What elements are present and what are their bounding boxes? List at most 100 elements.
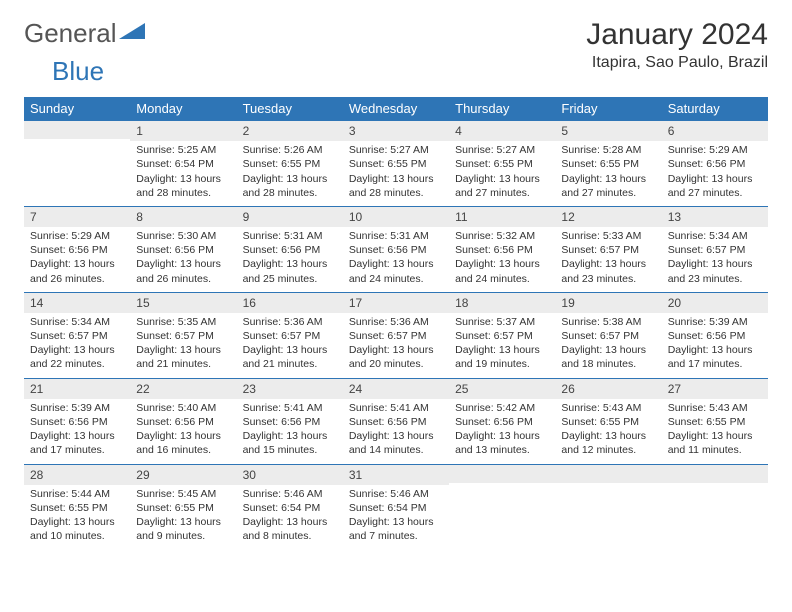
calendar-cell [555, 464, 661, 550]
calendar-table: SundayMondayTuesdayWednesdayThursdayFrid… [24, 97, 768, 549]
daylight-text-2: and 8 minutes. [243, 529, 337, 543]
calendar-body: 1Sunrise: 5:25 AMSunset: 6:54 PMDaylight… [24, 120, 768, 549]
day-details: Sunrise: 5:25 AMSunset: 6:54 PMDaylight:… [130, 141, 236, 206]
sunrise-text: Sunrise: 5:25 AM [136, 143, 230, 157]
sunset-text: Sunset: 6:57 PM [561, 243, 655, 257]
daylight-text-1: Daylight: 13 hours [455, 429, 549, 443]
daylight-text-2: and 15 minutes. [243, 443, 337, 457]
sunrise-text: Sunrise: 5:29 AM [668, 143, 762, 157]
calendar-cell [24, 120, 130, 206]
daylight-text-2: and 7 minutes. [349, 529, 443, 543]
day-number: 31 [343, 464, 449, 485]
day-number: 28 [24, 464, 130, 485]
sunrise-text: Sunrise: 5:41 AM [243, 401, 337, 415]
daylight-text-1: Daylight: 13 hours [668, 343, 762, 357]
sunrise-text: Sunrise: 5:43 AM [561, 401, 655, 415]
daylight-text-1: Daylight: 13 hours [668, 429, 762, 443]
day-number: 12 [555, 206, 661, 227]
day-number: 27 [662, 378, 768, 399]
sunrise-text: Sunrise: 5:31 AM [243, 229, 337, 243]
day-number: 26 [555, 378, 661, 399]
daylight-text-2: and 17 minutes. [668, 357, 762, 371]
sunrise-text: Sunrise: 5:35 AM [136, 315, 230, 329]
empty-day-header [449, 464, 555, 483]
sunset-text: Sunset: 6:56 PM [668, 329, 762, 343]
daylight-text-2: and 19 minutes. [455, 357, 549, 371]
sunset-text: Sunset: 6:55 PM [668, 415, 762, 429]
daylight-text-1: Daylight: 13 hours [349, 429, 443, 443]
day-details: Sunrise: 5:36 AMSunset: 6:57 PMDaylight:… [343, 313, 449, 378]
sunrise-text: Sunrise: 5:39 AM [30, 401, 124, 415]
daylight-text-2: and 24 minutes. [349, 272, 443, 286]
day-number: 7 [24, 206, 130, 227]
title-block: January 2024 Itapira, Sao Paulo, Brazil [586, 18, 768, 72]
sunset-text: Sunset: 6:57 PM [349, 329, 443, 343]
day-details: Sunrise: 5:35 AMSunset: 6:57 PMDaylight:… [130, 313, 236, 378]
sunset-text: Sunset: 6:56 PM [136, 415, 230, 429]
daylight-text-1: Daylight: 13 hours [561, 429, 655, 443]
daylight-text-1: Daylight: 13 hours [30, 257, 124, 271]
day-details: Sunrise: 5:42 AMSunset: 6:56 PMDaylight:… [449, 399, 555, 464]
daylight-text-1: Daylight: 13 hours [455, 172, 549, 186]
daylight-text-2: and 20 minutes. [349, 357, 443, 371]
day-number: 13 [662, 206, 768, 227]
daylight-text-1: Daylight: 13 hours [349, 257, 443, 271]
calendar-week-row: 14Sunrise: 5:34 AMSunset: 6:57 PMDayligh… [24, 292, 768, 378]
daylight-text-1: Daylight: 13 hours [30, 429, 124, 443]
daylight-text-1: Daylight: 13 hours [561, 257, 655, 271]
sunset-text: Sunset: 6:56 PM [30, 415, 124, 429]
sunrise-text: Sunrise: 5:27 AM [455, 143, 549, 157]
sunrise-text: Sunrise: 5:46 AM [349, 487, 443, 501]
sunset-text: Sunset: 6:57 PM [561, 329, 655, 343]
calendar-week-row: 1Sunrise: 5:25 AMSunset: 6:54 PMDaylight… [24, 120, 768, 206]
day-number: 23 [237, 378, 343, 399]
empty-day-header [662, 464, 768, 483]
sunset-text: Sunset: 6:55 PM [561, 157, 655, 171]
calendar-cell: 10Sunrise: 5:31 AMSunset: 6:56 PMDayligh… [343, 206, 449, 292]
calendar-cell: 2Sunrise: 5:26 AMSunset: 6:55 PMDaylight… [237, 120, 343, 206]
day-number: 16 [237, 292, 343, 313]
sunrise-text: Sunrise: 5:38 AM [561, 315, 655, 329]
daylight-text-2: and 17 minutes. [30, 443, 124, 457]
daylight-text-1: Daylight: 13 hours [243, 257, 337, 271]
day-details: Sunrise: 5:40 AMSunset: 6:56 PMDaylight:… [130, 399, 236, 464]
day-details: Sunrise: 5:38 AMSunset: 6:57 PMDaylight:… [555, 313, 661, 378]
day-details: Sunrise: 5:29 AMSunset: 6:56 PMDaylight:… [662, 141, 768, 206]
day-details: Sunrise: 5:30 AMSunset: 6:56 PMDaylight:… [130, 227, 236, 292]
sunset-text: Sunset: 6:57 PM [136, 329, 230, 343]
day-number: 29 [130, 464, 236, 485]
sunset-text: Sunset: 6:57 PM [243, 329, 337, 343]
day-details: Sunrise: 5:45 AMSunset: 6:55 PMDaylight:… [130, 485, 236, 550]
sunrise-text: Sunrise: 5:42 AM [455, 401, 549, 415]
calendar-cell: 29Sunrise: 5:45 AMSunset: 6:55 PMDayligh… [130, 464, 236, 550]
sunrise-text: Sunrise: 5:31 AM [349, 229, 443, 243]
calendar-cell [449, 464, 555, 550]
day-number: 14 [24, 292, 130, 313]
daylight-text-1: Daylight: 13 hours [243, 429, 337, 443]
calendar-week-row: 7Sunrise: 5:29 AMSunset: 6:56 PMDaylight… [24, 206, 768, 292]
sunset-text: Sunset: 6:57 PM [30, 329, 124, 343]
day-number: 4 [449, 120, 555, 141]
day-details: Sunrise: 5:33 AMSunset: 6:57 PMDaylight:… [555, 227, 661, 292]
day-number: 6 [662, 120, 768, 141]
calendar-week-row: 28Sunrise: 5:44 AMSunset: 6:55 PMDayligh… [24, 464, 768, 550]
empty-day-header [555, 464, 661, 483]
day-details: Sunrise: 5:29 AMSunset: 6:56 PMDaylight:… [24, 227, 130, 292]
day-details: Sunrise: 5:27 AMSunset: 6:55 PMDaylight:… [343, 141, 449, 206]
day-details: Sunrise: 5:41 AMSunset: 6:56 PMDaylight:… [237, 399, 343, 464]
daylight-text-1: Daylight: 13 hours [349, 515, 443, 529]
sunset-text: Sunset: 6:56 PM [349, 415, 443, 429]
daylight-text-1: Daylight: 13 hours [136, 257, 230, 271]
day-number: 2 [237, 120, 343, 141]
daylight-text-2: and 13 minutes. [455, 443, 549, 457]
daylight-text-1: Daylight: 13 hours [561, 343, 655, 357]
calendar-cell: 28Sunrise: 5:44 AMSunset: 6:55 PMDayligh… [24, 464, 130, 550]
day-details: Sunrise: 5:28 AMSunset: 6:55 PMDaylight:… [555, 141, 661, 206]
day-number: 3 [343, 120, 449, 141]
sunset-text: Sunset: 6:55 PM [349, 157, 443, 171]
daylight-text-1: Daylight: 13 hours [136, 515, 230, 529]
daylight-text-2: and 27 minutes. [455, 186, 549, 200]
day-details: Sunrise: 5:37 AMSunset: 6:57 PMDaylight:… [449, 313, 555, 378]
daylight-text-2: and 28 minutes. [136, 186, 230, 200]
day-number: 17 [343, 292, 449, 313]
